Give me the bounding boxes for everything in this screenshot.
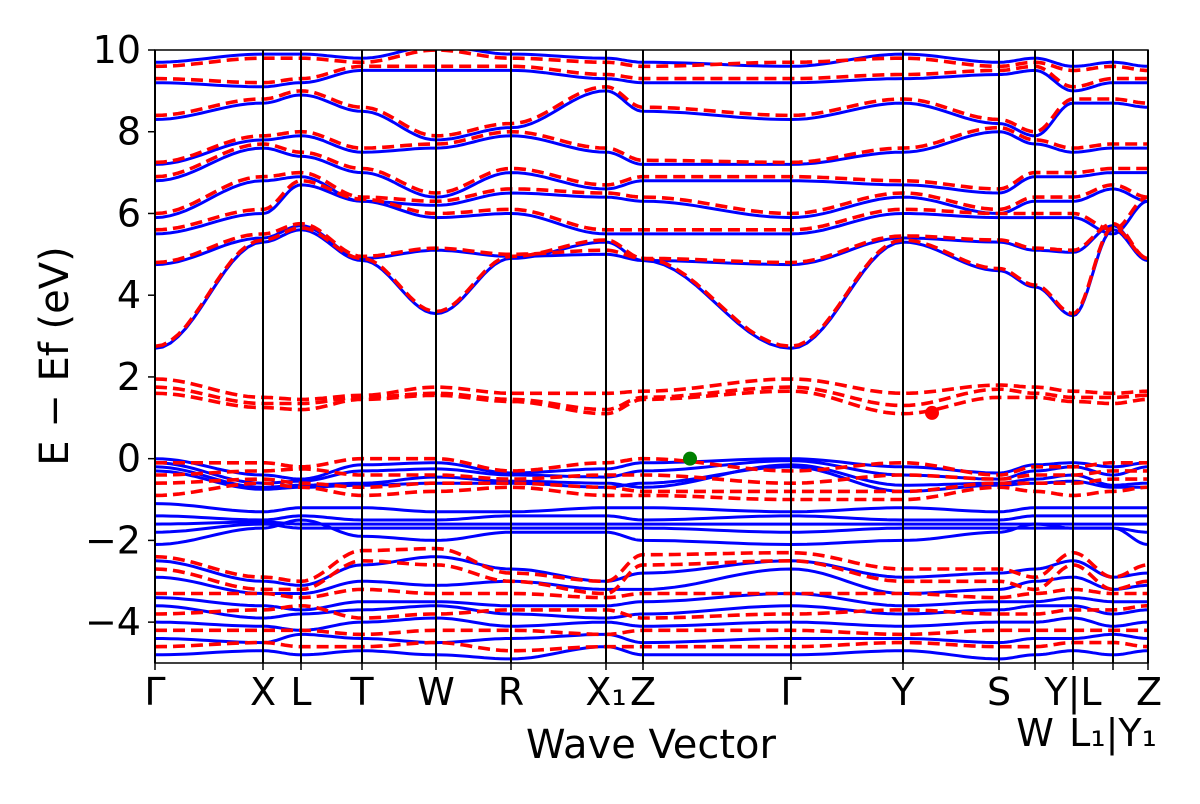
x-tick-label: Z (630, 670, 656, 714)
markers-layer (683, 405, 939, 466)
y-axis-label: E − Ef (eV) (32, 246, 78, 465)
y-tick-label: 6 (117, 191, 141, 235)
red-band-5 (155, 125, 1148, 165)
x-tick-label: T (349, 670, 374, 714)
kpoint-lines (154, 50, 1149, 663)
x-tick-label: L (290, 670, 311, 714)
red-band-3 (155, 170, 1148, 216)
x-tick-label: X₁ (585, 670, 626, 714)
x-tick-label: X (250, 670, 276, 714)
x-tick-label: R (498, 670, 524, 714)
x-axis-label: Wave Vector (526, 722, 777, 768)
marker-cbm (925, 405, 939, 420)
y-tick-label: −4 (85, 600, 141, 644)
x-tick-label: Y (890, 670, 915, 714)
y-tick-label: 0 (117, 437, 141, 481)
x-tick-label: W (417, 670, 455, 714)
x-tick-label: Z (1136, 670, 1162, 714)
x-tick-label: Y|L (1043, 670, 1101, 715)
marker-vbm (683, 451, 697, 466)
x-tick-label: L₁|Y₁ (1069, 711, 1157, 756)
x-tick-label: Γ (780, 670, 801, 714)
y-tick-label: 10 (93, 28, 141, 72)
y-tick-label: −2 (85, 518, 141, 562)
y-axis: −4 −2 0 2 4 6 8 10 (85, 28, 155, 644)
x-axis: Γ X L T W R X₁ Z Γ Y SWY|LL₁|Y₁Z (144, 663, 1162, 756)
x-tick-label: W (1016, 711, 1054, 755)
x-tick-label: S (987, 670, 1011, 714)
y-tick-label: 8 (117, 110, 141, 154)
plot-frame (154, 49, 1149, 664)
y-tick-label: 4 (117, 273, 141, 317)
y-tick-label: 2 (117, 355, 141, 399)
x-tick-label: Γ (144, 670, 165, 714)
